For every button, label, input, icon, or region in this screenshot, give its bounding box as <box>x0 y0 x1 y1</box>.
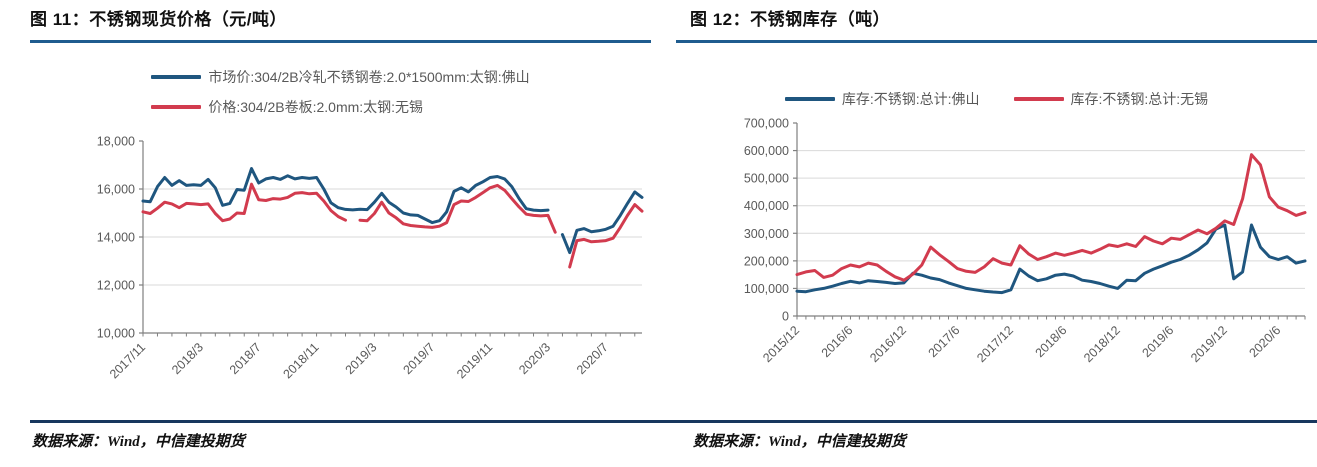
series-line-1 <box>795 153 1307 282</box>
inventory-line-chart: 0 100,000 200,000 300,000 400,000 500,000 600,… <box>744 117 1307 365</box>
source-block-right: 数据来源：Wind，中信建投期货 <box>661 420 1317 451</box>
svg-text:2018/11: 2018/11 <box>280 340 321 381</box>
svg-text:2019/3: 2019/3 <box>343 340 380 377</box>
legend-item-foshan-inventory: 库存:不锈钢:总计:佛山 <box>784 89 980 109</box>
svg-text:2018/3: 2018/3 <box>169 340 206 377</box>
legend-item-wuxi-inventory: 库存:不锈钢:总计:无锡 <box>1013 89 1209 109</box>
figure-12-title-rule <box>676 40 1317 43</box>
data-source-text-right: 数据来源：Wind，中信建投期货 <box>693 434 906 450</box>
source-rule-left <box>30 420 661 423</box>
series-line-0 <box>141 167 550 225</box>
inventory-chart-legend: 库存:不锈钢:总计:佛山 库存:不锈钢:总计:无锡 <box>676 89 1317 109</box>
blue-line-swatch <box>784 97 835 101</box>
svg-text:2018/7: 2018/7 <box>227 340 264 377</box>
svg-text:2015/12: 2015/12 <box>760 323 802 365</box>
svg-text:2019/11: 2019/11 <box>454 340 495 381</box>
svg-text:12,000: 12,000 <box>97 279 135 293</box>
svg-text:2019/7: 2019/7 <box>400 340 437 377</box>
legend-label-foshan-inventory: 库存:不锈钢:总计:佛山 <box>841 91 980 107</box>
figure-11-title-rule <box>30 40 651 43</box>
legend-item-wuxi-price: 价格:304/2B卷板:2.0mm:太钢:无锡 <box>151 97 423 117</box>
svg-text:2017/12: 2017/12 <box>974 323 1016 365</box>
svg-text:100,000: 100,000 <box>744 282 789 296</box>
svg-text:2019/12: 2019/12 <box>1188 323 1230 365</box>
svg-text:600,000: 600,000 <box>744 144 789 158</box>
series-line-1 <box>568 203 644 269</box>
series-line-1 <box>358 183 557 234</box>
inventory-chart-panel: 图 12：不锈钢库存（吨） 库存:不锈钢:总计:佛山 库存:不锈钢:总计:无锡 … <box>676 8 1317 399</box>
red-line-swatch <box>1013 97 1064 101</box>
legend-label-foshan-price: 市场价:304/2B冷轧不锈钢卷:2.0*1500mm:太钢:佛山 <box>208 69 530 85</box>
red-line-swatch <box>151 105 202 109</box>
svg-text:14,000: 14,000 <box>97 231 135 245</box>
blue-line-swatch <box>151 75 202 79</box>
legend-label-wuxi-inventory: 库存:不锈钢:总计:无锡 <box>1070 91 1209 107</box>
source-rule-right <box>661 420 1317 423</box>
svg-text:2019/6: 2019/6 <box>1140 323 1177 360</box>
svg-text:400,000: 400,000 <box>744 199 789 213</box>
svg-text:16,000: 16,000 <box>97 183 135 197</box>
series-line-0 <box>795 223 1307 295</box>
series-line-0 <box>560 190 644 255</box>
svg-text:200,000: 200,000 <box>744 254 789 268</box>
data-source-text-left: 数据来源：Wind，中信建投期货 <box>32 434 245 450</box>
svg-text:2017/6: 2017/6 <box>926 323 963 360</box>
legend-item-foshan-price: 市场价:304/2B冷轧不锈钢卷:2.0*1500mm:太钢:佛山 <box>151 67 530 87</box>
svg-text:18,000: 18,000 <box>97 135 135 149</box>
svg-text:700,000: 700,000 <box>744 117 789 131</box>
series-line-1 <box>141 182 347 223</box>
svg-text:10,000: 10,000 <box>97 327 135 341</box>
svg-text:2020/3: 2020/3 <box>516 340 553 377</box>
svg-text:2016/12: 2016/12 <box>867 323 909 365</box>
svg-text:2016/6: 2016/6 <box>819 323 856 360</box>
source-block-left: 数据来源：Wind，中信建投期货 <box>30 420 661 451</box>
svg-text:2020/7: 2020/7 <box>574 340 611 377</box>
svg-text:300,000: 300,000 <box>744 227 789 241</box>
svg-text:2017/11: 2017/11 <box>107 340 148 381</box>
svg-text:2018/12: 2018/12 <box>1081 323 1123 365</box>
price-chart-panel: 图 11：不锈钢现货价格（元/吨） 市场价:304/2B冷轧不锈钢卷:2.0*1… <box>30 8 651 399</box>
legend-label-wuxi-price: 价格:304/2B卷板:2.0mm:太钢:无锡 <box>208 99 424 115</box>
svg-text:2018/6: 2018/6 <box>1033 323 1070 360</box>
svg-text:0: 0 <box>782 310 789 324</box>
svg-text:2020/6: 2020/6 <box>1246 323 1283 360</box>
price-chart-legend: 市场价:304/2B冷轧不锈钢卷:2.0*1500mm:太钢:佛山 价格:304… <box>151 67 530 117</box>
price-line-chart: 10,000 12,000 14,000 16,000 18,000 2017/11 201… <box>97 135 644 381</box>
figure-11-title: 图 11：不锈钢现货价格（元/吨） <box>30 10 287 29</box>
figure-12-title: 图 12：不锈钢库存（吨） <box>690 10 891 29</box>
svg-text:500,000: 500,000 <box>744 172 789 186</box>
